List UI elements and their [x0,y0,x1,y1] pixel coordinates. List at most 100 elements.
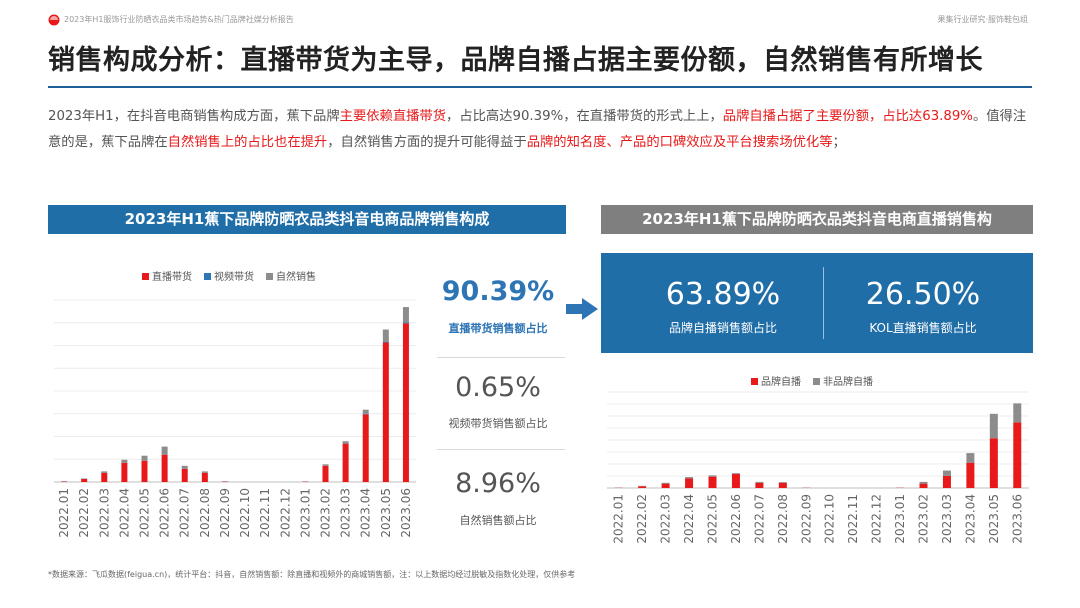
legend-label: 非品牌自播 [823,375,873,388]
bar-segment [201,472,208,482]
bar-segment [382,341,389,343]
bar-segment [81,478,88,479]
left-chart-banner: 2023年H1蕉下品牌防晒衣品类抖音电商品牌销售构成 [48,205,566,234]
bar-segment [638,486,647,488]
bar-segment [121,462,128,482]
bar-segment [708,475,717,477]
bar-segment [382,329,389,342]
bar-segment [778,482,787,488]
bar-segment [661,482,670,484]
brand-logo-icon [48,14,60,26]
bar-segment [322,464,329,466]
x-tick-label: 2022.01 [57,488,71,538]
x-tick-label: 2022.03 [97,488,111,538]
legend-swatch [204,273,211,280]
bar-segment [362,413,369,415]
x-tick-label: 2023.02 [319,488,333,538]
kpi-live-share-value: 90.39% [441,276,555,307]
legend-swatch [266,273,273,280]
x-tick-label: 2022.10 [238,488,252,538]
bar-segment [322,465,329,482]
x-tick-label: 2022.12 [870,494,884,544]
x-tick-label: 2022.02 [635,494,649,544]
live-composition-chart: 品牌自播 非品牌自播 2022.01 2022.02 2022.03 2022.04 202… [607,375,1029,544]
x-tick-label: 2023.01 [298,488,312,538]
bar-segment [342,441,349,444]
bar-segment [342,443,349,482]
bar-segment [121,459,128,463]
kpi-brand-live-label: 品牌自播销售额占比 [668,321,777,335]
x-tick-label: 2023.03 [940,494,954,544]
bar-segment [161,446,168,455]
bar-segment [919,483,928,488]
bar-segment [141,455,148,461]
kpi-natural-share-value: 8.96% [455,468,541,499]
top-bar: 2023年H1服饰行业防晒衣品类市场趋势&热门品牌社媒分析报告 果集行业研究·服… [0,0,1080,36]
bar-segment [402,323,409,482]
legend-label: 视频带货 [214,270,254,283]
title-divider [48,86,1032,88]
bar-segment [778,482,787,483]
bar-segment [101,471,108,473]
right-chart-banner: 2023年H1蕉下品牌防晒衣品类抖音电商直播销售构 [601,205,1033,234]
x-tick-label: 2022.06 [729,494,743,544]
bar-segment [141,460,148,482]
kpi-video-share-label: 视频带货销售额占比 [448,417,548,430]
legend-swatch [751,378,758,385]
x-tick-label: 2022.08 [776,494,790,544]
bar-segment [402,307,409,323]
bar-segment [685,478,694,488]
bar-segment [61,481,68,482]
x-tick-label: 2023.06 [399,488,413,538]
bar-segment [966,453,975,463]
bar-segment [989,413,998,439]
x-tick-label: 2022.12 [278,488,292,538]
data-source-footnote: *数据来源：飞瓜数据(feigua.cn)，统计平台：抖音，自然销售额：除直播和… [48,570,576,579]
summary-paragraph: 2023年H1，在抖音电商销售构成方面，蕉下品牌主要依赖直播带货，占比高达90.… [48,109,1027,150]
right-arrow-icon [566,298,598,320]
kpi-natural-share-label: 自然销售额占比 [459,514,537,527]
x-tick-label: 2022.05 [138,488,152,538]
kpi-divider [823,267,824,339]
kpi-kol-live-value: 26.50% [865,277,981,312]
bar-segment [161,454,168,482]
x-tick-label: 2023.03 [339,488,353,538]
bar-segment [708,476,717,488]
x-tick-label: 2023.05 [987,494,1001,544]
bar-segment [966,462,975,488]
bar-segment [731,474,740,488]
bar-segment [181,468,188,482]
x-tick-label: 2022.07 [178,488,192,538]
x-tick-label: 2022.04 [117,488,131,538]
bar-segment [362,414,369,482]
x-tick-label: 2022.02 [77,488,91,538]
legend-label: 直播带货 [152,270,192,283]
x-tick-label: 2022.05 [706,494,720,544]
kpi-live-share-label: 直播带货销售额占比 [448,322,548,335]
bar-segment [81,478,88,482]
legend-label: 自然销售 [276,270,316,283]
bar-segment [101,472,108,482]
x-tick-label: 2022.11 [258,488,272,538]
x-tick-label: 2022.03 [659,494,673,544]
x-tick-label: 2022.07 [752,494,766,544]
kpi-kol-live-label: KOL直播销售额占比 [869,321,977,335]
x-tick-label: 2022.08 [198,488,212,538]
bar-segment [1013,422,1022,488]
bar-segment [661,483,670,488]
x-tick-label: 2022.09 [218,488,232,538]
x-tick-label: 2023.04 [359,488,373,538]
bar-segment [755,481,764,483]
sales-composition-chart: 直播带货 视频带货 自然销售 2022.01 2022.02 2022.03 2022.04… [54,270,416,538]
bar-segment [201,471,208,473]
kpi-divider [437,449,565,450]
kpi-video-share-value: 0.65% [455,372,541,403]
bar-segment [402,322,409,324]
bar-segment [731,473,740,475]
kpi-brand-live-value: 63.89% [665,277,781,312]
bar-segment [919,481,928,484]
x-tick-label: 2023.04 [963,494,977,544]
kpi-divider [437,357,565,358]
x-tick-label: 2023.05 [379,488,393,538]
live-kpi-panel: 63.89% 品牌自播销售额占比 26.50% KOL直播销售额占比 [601,253,1033,353]
